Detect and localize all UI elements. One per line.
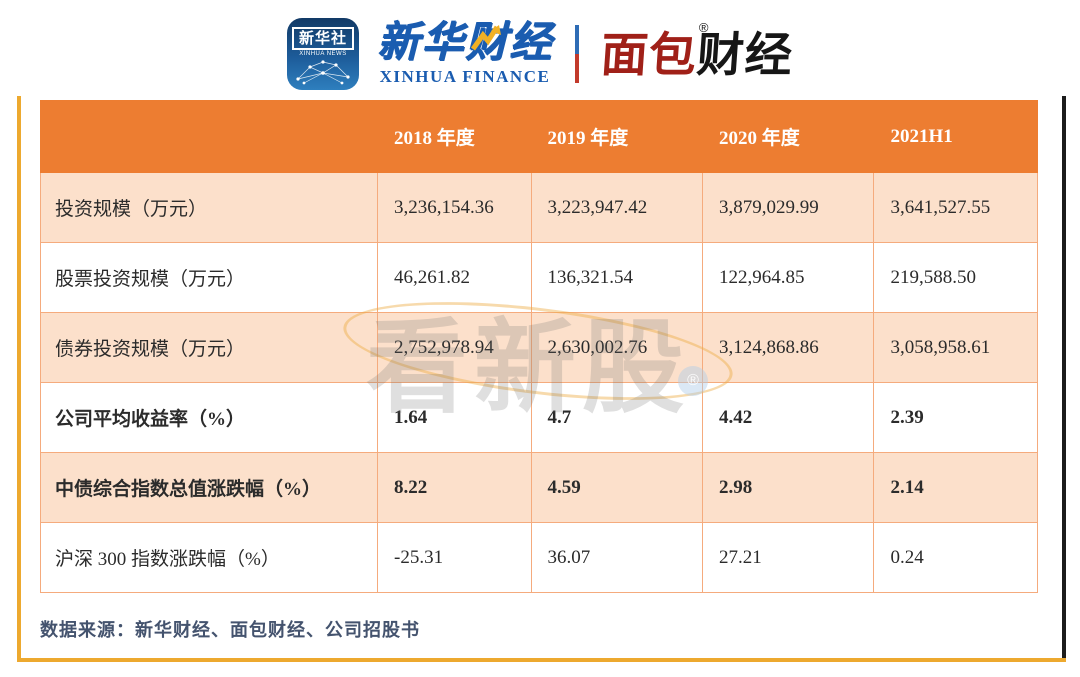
row-label: 债券投资规模（万元） [40, 312, 378, 383]
table-cell: 2.39 [873, 382, 1038, 453]
table-cell: 3,223,947.42 [530, 172, 704, 243]
table-row: 沪深 300 指数涨跌幅（%） -25.31 36.07 27.21 0.24 [40, 522, 1038, 593]
table-cell: 122,964.85 [701, 242, 875, 313]
table-cell: 2.14 [873, 452, 1038, 523]
table-row: 债券投资规模（万元） 2,752,978.94 2,630,002.76 3,124,… [40, 312, 1038, 383]
table-row: 股票投资规模（万元） 46,261.82 136,321.54 122,964.85 2… [40, 242, 1038, 313]
xinhua-finance-logo: 新华财经 XINHUA FINANCE [377, 21, 553, 87]
table-cell: 136,321.54 [530, 242, 704, 313]
column-header-empty [40, 100, 378, 173]
table-cell: 4.42 [701, 382, 875, 453]
row-label: 投资规模（万元） [40, 172, 378, 243]
table-cell: 2.98 [701, 452, 875, 523]
table-cell: -25.31 [377, 522, 532, 593]
row-label: 沪深 300 指数涨跌幅（%） [40, 522, 378, 593]
gold-arrow-icon [471, 24, 501, 51]
registered-trademark-icon: ® [698, 19, 710, 35]
table-cell: 4.59 [530, 452, 704, 523]
financial-data-table: 2018 年度 2019 年度 2020 年度 2021H1 投资规模（万元） 3,23… [40, 100, 1038, 593]
table-cell: 4.7 [530, 382, 704, 453]
row-label: 公司平均收益率（%） [40, 382, 378, 453]
column-header: 2020 年度 [701, 100, 875, 173]
frame-bottom-line [17, 658, 1066, 662]
table-cell: 0.24 [873, 522, 1038, 593]
xinhua-finance-cn: 新华财经 [376, 19, 553, 66]
column-header: 2018 年度 [377, 100, 532, 173]
table-cell: 3,124,868.86 [701, 312, 875, 383]
table-cell: 46,261.82 [377, 242, 532, 313]
xinhua-finance-en: XINHUA FINANCE [379, 67, 551, 87]
network-globe-icon [296, 60, 350, 85]
column-header: 2019 年度 [530, 100, 704, 173]
table-cell: 8.22 [377, 452, 532, 523]
logo-band: 新华社 XINHUA NEWS 新华财经 [0, 12, 1080, 96]
table-cell: 3,879,029.99 [701, 172, 875, 243]
xinhua-news-app-icon: 新华社 XINHUA NEWS [286, 18, 359, 90]
mianbao-finance-logo: 面包财经 ® [599, 20, 795, 81]
table-cell: 219,588.50 [873, 242, 1038, 313]
xinhua-news-icon-subtitle: XINHUA NEWS [299, 51, 347, 57]
table-row: 投资规模（万元） 3,236,154.36 3,223,947.42 3,879,02… [40, 172, 1038, 243]
frame-right-line [1062, 58, 1066, 658]
table-cell: 2,630,002.76 [530, 312, 704, 383]
table-cell: 3,641,527.55 [873, 172, 1038, 243]
xinhua-news-icon-title: 新华社 [291, 27, 354, 50]
mianbao-finance-cn-red: 面包 [599, 27, 699, 81]
table-cell: 36.07 [530, 522, 704, 593]
frame-left-line [17, 58, 21, 662]
row-label: 股票投资规模（万元） [40, 242, 378, 313]
mianbao-finance-cn-black: 财经 [695, 27, 795, 81]
table-row: 中债综合指数总值涨跌幅（%） 8.22 4.59 2.98 2.14 [40, 452, 1038, 523]
table-cell: 27.21 [701, 522, 875, 593]
table-header: 2018 年度 2019 年度 2020 年度 2021H1 [40, 100, 1038, 173]
table-cell: 2,752,978.94 [377, 312, 532, 383]
table-cell: 3,058,958.61 [873, 312, 1038, 383]
column-header: 2021H1 [873, 100, 1038, 173]
table-cell: 1.64 [377, 382, 532, 453]
table-row: 公司平均收益率（%） 1.64 4.7 4.42 2.39 [40, 382, 1038, 453]
data-source-note: 数据来源：新华财经、面包财经、公司招股书 [40, 620, 420, 640]
logo-divider [575, 25, 579, 83]
table-cell: 3,236,154.36 [377, 172, 532, 243]
row-label: 中债综合指数总值涨跌幅（%） [40, 452, 378, 523]
